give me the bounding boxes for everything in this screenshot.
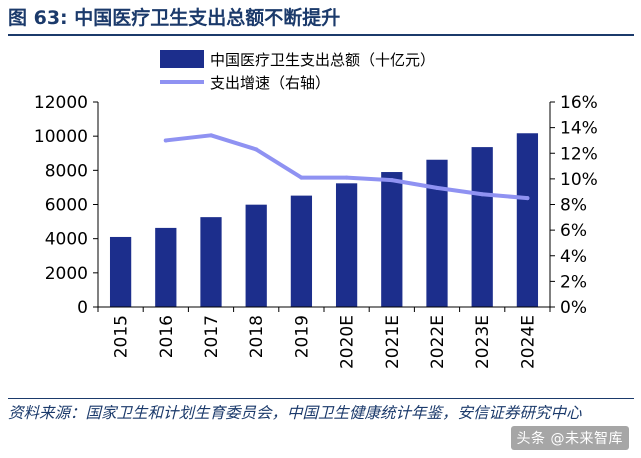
bar <box>381 172 403 307</box>
left-tick-label: 8000 <box>45 161 88 181</box>
bar <box>109 236 132 307</box>
right-tick-label: 2% <box>560 272 587 292</box>
right-tick-label: 14% <box>560 119 598 139</box>
bar <box>426 159 448 307</box>
right-tick-label: 0% <box>560 298 587 318</box>
line-point <box>435 185 439 190</box>
line-point <box>254 147 259 152</box>
line-point <box>525 196 530 201</box>
line-point <box>163 138 168 143</box>
x-tick-label: 2018 <box>247 315 267 358</box>
x-tick-label: 2023E <box>473 315 493 369</box>
right-tick-label: 10% <box>560 170 598 190</box>
source-note: 资料来源：国家卫生和计划生育委员会，中国卫生健康统计年鉴，安信证券研究中心 <box>8 404 582 422</box>
watermark: 头条 @未来智库 <box>510 426 629 450</box>
bar <box>516 133 539 307</box>
legend-bar-swatch <box>160 50 204 68</box>
x-tick-label: 2020E <box>338 315 358 369</box>
title-divider <box>8 34 634 36</box>
chart-title: 图 63: 中国医疗卫生支出总额不断提升 <box>8 7 341 29</box>
x-tick-label: 2019 <box>292 315 312 358</box>
right-y-axis: 0% 2% 4% 6% 8% 10% 12% 14% 16% <box>549 93 598 318</box>
x-axis: 2015 2016 2017 2018 2019 2020E 2021E 2022E 2023E… <box>97 306 551 369</box>
bar-series <box>109 133 539 307</box>
legend: 中国医疗卫生支出总额（十亿元） 支出增速（右轴） <box>160 50 435 92</box>
legend-bar-label: 中国医疗卫生支出总额（十亿元） <box>210 51 435 69</box>
bar <box>290 195 313 307</box>
left-y-axis: 0 2000 4000 6000 8000 10000 12000 <box>34 93 99 318</box>
line-point <box>480 192 485 197</box>
bar <box>155 227 177 307</box>
x-tick-label: 2016 <box>157 315 177 358</box>
chart: 中国医疗卫生支出总额（十亿元） 支出增速（右轴） 0 2000 4000 6000 800… <box>34 50 598 369</box>
line-point <box>389 178 394 183</box>
bar <box>245 204 267 307</box>
line-series <box>163 133 530 201</box>
right-tick-label: 6% <box>560 221 587 241</box>
x-tick-label: 2021E <box>383 315 403 369</box>
left-tick-label: 4000 <box>45 230 88 250</box>
right-tick-label: 8% <box>560 196 587 216</box>
right-tick-label: 12% <box>560 144 598 164</box>
left-tick-label: 2000 <box>45 264 88 284</box>
x-tick-label: 2015 <box>112 315 132 358</box>
x-tick-label: 2022E <box>428 315 448 369</box>
bar <box>200 217 222 307</box>
bar <box>335 183 358 307</box>
left-tick-label: 10000 <box>34 127 88 147</box>
x-tick-label: 2024E <box>518 315 538 369</box>
right-tick-label: 16% <box>560 93 598 113</box>
line-point <box>209 133 213 138</box>
x-tick-label: 2017 <box>202 315 222 358</box>
legend-line-label: 支出增速（右轴） <box>210 74 330 92</box>
left-tick-label: 6000 <box>45 196 88 216</box>
left-tick-label: 12000 <box>34 93 88 113</box>
left-tick-label: 0 <box>77 298 88 318</box>
right-tick-label: 4% <box>560 247 587 267</box>
line-point <box>299 175 304 180</box>
source-divider <box>8 398 634 399</box>
bar <box>471 147 493 307</box>
line-point <box>344 175 349 180</box>
